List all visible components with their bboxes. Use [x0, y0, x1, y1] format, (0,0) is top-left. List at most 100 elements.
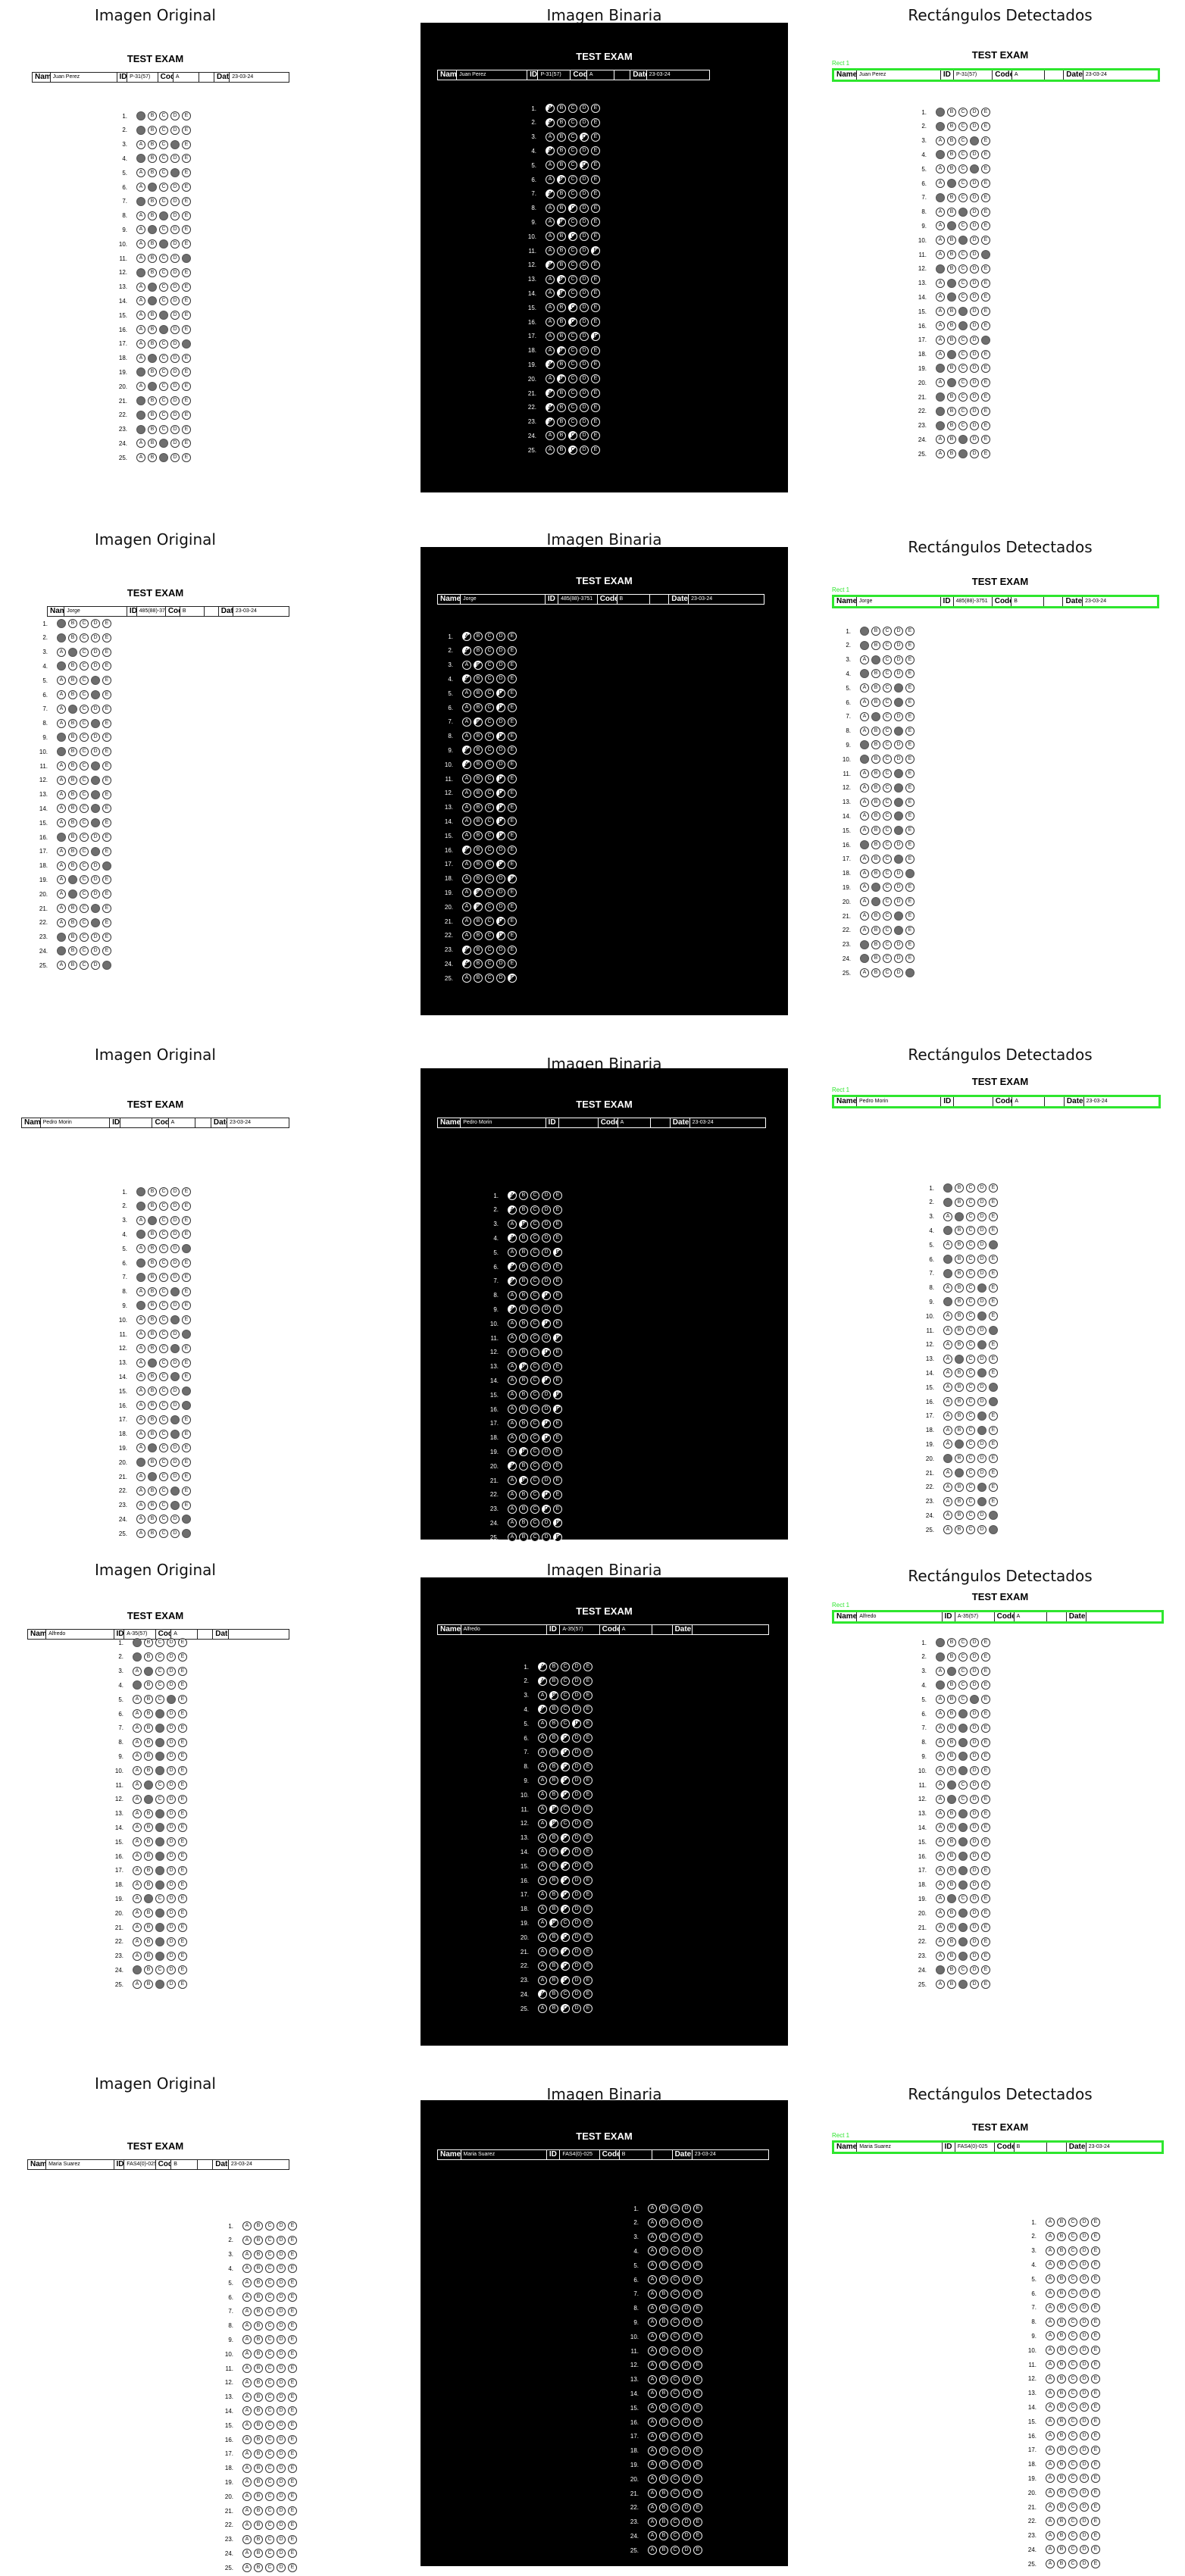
answer-bubble-c: C [958, 307, 968, 317]
date-label: Date [673, 2150, 693, 2159]
answer-bubble-e: E [102, 918, 111, 927]
answer-bubble-c: C [883, 811, 892, 821]
question-number: 16. [114, 1852, 124, 1860]
question-number: 23. [918, 1952, 927, 1960]
answer-bubble-b: B [148, 1458, 157, 1468]
answer-bubble-b: B [947, 150, 956, 160]
answer-bubble-d: D [572, 1733, 581, 1743]
answer-bubble-a: A [462, 689, 471, 699]
answer-bubble-c: C [561, 1818, 570, 1828]
date-label: Date [214, 73, 230, 82]
answer-bubble-b: B [148, 282, 157, 292]
question-number: 9. [122, 1302, 127, 1309]
answer-bubble-d: D [167, 1852, 176, 1861]
answer-bubble-e: E [553, 1276, 562, 1286]
answer-bubble-b: B [557, 402, 566, 412]
answer-bubble-e: E [182, 1187, 191, 1196]
answer-bubble-e: E [182, 1515, 191, 1524]
answer-bubble-a: A [546, 331, 555, 341]
answer-bubble-c: C [568, 374, 577, 384]
answer-bubble-e: E [1091, 2218, 1100, 2227]
answer-bubble-e: E [182, 196, 191, 206]
answer-bubble-a: A [136, 1343, 145, 1353]
answer-bubble-b: B [947, 1652, 956, 1662]
answer-bubble-a: A [136, 239, 145, 249]
answer-bubble-c: C [568, 104, 577, 113]
answer-bubble-d: D [542, 1490, 551, 1499]
question-number: 22. [444, 932, 453, 939]
answer-bubble-d: D [167, 1737, 176, 1747]
answer-bubble-c: C [159, 1187, 168, 1196]
answer-bubble-c: C [958, 121, 968, 131]
answer-bubble-e: E [583, 1833, 592, 1843]
date-value [229, 1630, 289, 1639]
question-number: 4. [493, 1234, 499, 1242]
answer-bubble-c: C [1068, 2459, 1077, 2469]
code-label: Code [156, 2160, 172, 2169]
answer-bubble-a: A [133, 1780, 142, 1790]
answer-bubble-a: A [538, 1733, 547, 1743]
answer-bubble-d: D [572, 1933, 581, 1943]
answer-bubble-b: B [254, 2364, 263, 2373]
answer-bubble-c: C [155, 1752, 164, 1762]
question-number: 17. [444, 861, 453, 868]
question-number: 1. [921, 1639, 927, 1646]
answer-bubble-c: C [958, 1638, 968, 1647]
answer-bubble-d: D [572, 1790, 581, 1800]
question-number: 3. [531, 133, 536, 141]
answer-bubble-e: E [102, 775, 111, 785]
answer-bubble-a: A [546, 246, 555, 255]
answer-bubble-c: C [159, 1258, 168, 1268]
code-value: A [1012, 1097, 1046, 1106]
answer-bubble-e: E [693, 2431, 702, 2441]
answer-bubble-d: D [542, 1390, 551, 1400]
answer-bubble-c: C [159, 1443, 168, 1453]
answer-bubble-a: A [538, 1776, 547, 1786]
question-number: 9. [448, 746, 453, 754]
answer-bubble-a: A [1046, 2346, 1055, 2356]
answer-bubble-d: D [1080, 2346, 1089, 2356]
answer-bubble-d: D [1080, 2360, 1089, 2369]
answer-bubble-c: C [265, 2534, 274, 2544]
answer-bubble-c: C [159, 1343, 168, 1353]
answer-bubble-b: B [549, 1747, 558, 1757]
answer-bubble-b: B [871, 811, 880, 821]
answer-bubble-e: E [981, 136, 990, 145]
answer-bubble-d: D [682, 2218, 691, 2227]
answer-bubble-a: A [648, 2360, 657, 2370]
answer-bubble-d: D [580, 317, 589, 327]
answer-bubble-c: C [966, 1511, 975, 1521]
answer-bubble-b: B [148, 168, 157, 178]
spacer [650, 595, 670, 604]
answer-bubble-c: C [485, 717, 494, 727]
answer-bubble-d: D [682, 2374, 691, 2384]
question-number: 21. [114, 1924, 124, 1931]
answer-bubble-d: D [970, 1852, 979, 1861]
answer-bubble-a: A [136, 1272, 145, 1282]
answer-bubble-c: C [958, 292, 968, 302]
code-value: B [1015, 2143, 1047, 2152]
answer-bubble-e: E [288, 2506, 297, 2515]
answer-bubble-a: A [936, 292, 945, 302]
question-number: 3. [118, 1668, 124, 1675]
answer-bubble-c: C [485, 859, 494, 869]
answer-bubble-b: B [254, 2335, 263, 2345]
answer-bubble-a: A [860, 627, 869, 636]
answer-bubble-a: A [242, 2392, 252, 2402]
question-number: 24. [118, 1515, 127, 1523]
answer-bubble-a: A [546, 274, 555, 284]
